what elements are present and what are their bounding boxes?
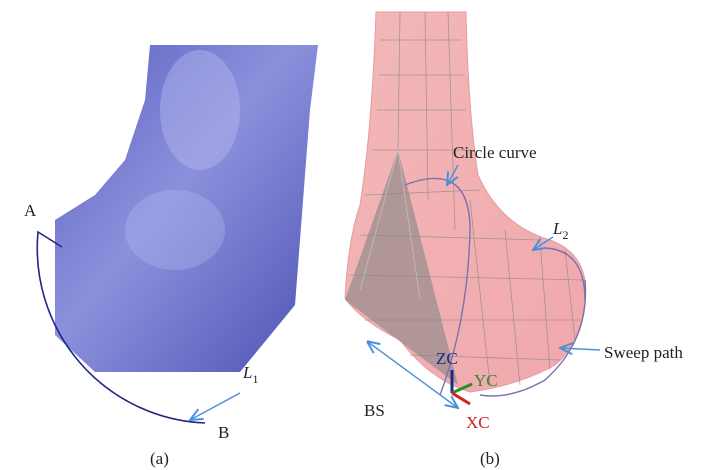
panel-label: (a) [150,449,169,468]
panel-label: (b) [480,449,500,468]
bs-label: BS [364,401,385,420]
axis-z: ZC [436,349,458,368]
subscript: 1 [252,372,258,386]
highlight [125,190,225,270]
subscript: 2 [562,228,568,242]
circle-curve-label: Circle curve [453,143,537,162]
length-l1: L1 [242,363,258,386]
length-l2: L2 [552,219,568,242]
point-b: B [218,423,229,442]
highlight [160,50,240,170]
sweep-path-label: Sweep path [604,343,683,362]
arrow [190,393,240,420]
axis-x: XC [466,413,490,432]
x-axis [452,393,470,404]
axis-y: YC [474,371,498,390]
letter: L [242,363,252,382]
point-a: A [24,201,37,220]
letter: L [552,219,562,238]
figure: A B L1 (a) Circle curve L2 Sweep path BS… [0,0,701,470]
